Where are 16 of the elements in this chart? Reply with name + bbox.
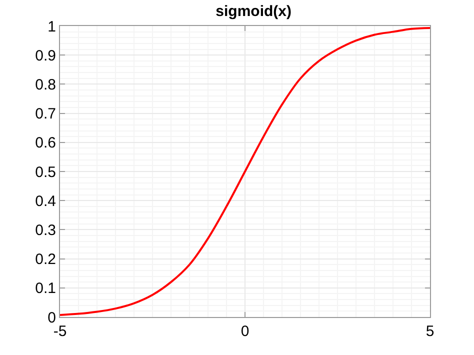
y-tick-label: 0.2 [35,251,56,268]
y-tick-label: 0.1 [35,280,56,298]
line-series [60,27,430,316]
x-tick-label: 0 [240,323,250,340]
y-tick-label: 0 [48,309,56,326]
y-tick-label: 0.4 [35,192,56,210]
y-tick-label: 0.3 [35,222,56,239]
x-tick-label: 5 [426,323,434,340]
y-tick-label: 0.5 [35,164,56,181]
y-tick-label: 0.7 [35,106,56,123]
y-tick-label: 0.8 [35,76,56,94]
chart-title: sigmoid(x) [216,2,292,20]
x-tick-label: -5 [53,323,67,340]
y-tick-label: 1 [48,18,56,36]
y-tick-label: 0.9 [35,47,56,64]
y-tick-label: 0.6 [35,134,56,152]
